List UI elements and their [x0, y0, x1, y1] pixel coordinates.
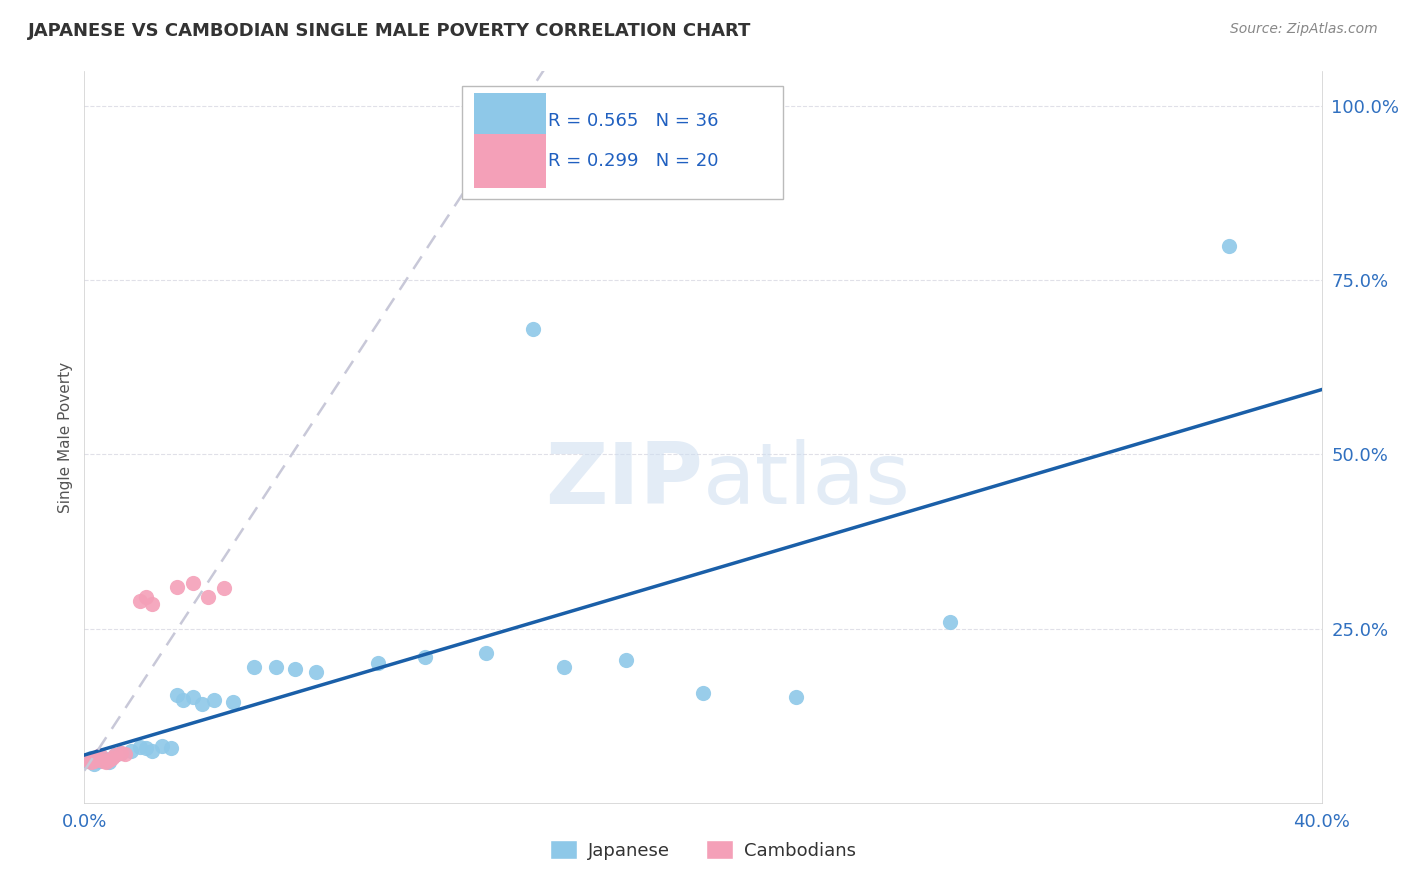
Point	[129, 594, 152, 608]
Point	[222, 695, 245, 709]
Point	[86, 754, 108, 768]
Point	[160, 741, 183, 756]
Point	[553, 660, 575, 674]
Point	[475, 646, 498, 660]
Point	[104, 748, 127, 763]
Point	[367, 657, 389, 671]
Y-axis label: Single Male Poverty: Single Male Poverty	[58, 361, 73, 513]
Point	[1218, 238, 1240, 252]
Point	[110, 746, 132, 760]
Point	[939, 615, 962, 629]
Point	[120, 743, 142, 757]
Point	[305, 665, 328, 679]
Point	[141, 743, 163, 757]
Point	[98, 753, 121, 767]
Point	[181, 576, 204, 591]
Text: R = 0.565   N = 36: R = 0.565 N = 36	[548, 112, 718, 129]
Text: JAPANESE VS CAMBODIAN SINGLE MALE POVERTY CORRELATION CHART: JAPANESE VS CAMBODIAN SINGLE MALE POVERT…	[28, 22, 751, 40]
Point	[98, 756, 121, 770]
Point	[76, 753, 98, 767]
Point	[522, 322, 544, 336]
Point	[191, 697, 214, 711]
Point	[91, 750, 114, 764]
Legend: Japanese, Cambodians: Japanese, Cambodians	[543, 833, 863, 867]
Point	[83, 757, 105, 772]
Point	[135, 741, 157, 756]
Point	[413, 649, 436, 664]
Point	[83, 754, 105, 768]
Point	[76, 754, 98, 768]
Point	[79, 756, 101, 770]
Text: R = 0.299   N = 20: R = 0.299 N = 20	[548, 152, 718, 170]
FancyBboxPatch shape	[474, 134, 546, 188]
Point	[181, 690, 204, 704]
Point	[101, 750, 124, 764]
Point	[129, 740, 152, 755]
Point	[475, 169, 498, 183]
Point	[264, 660, 287, 674]
Point	[197, 591, 219, 605]
Point	[141, 597, 163, 611]
Text: ZIP: ZIP	[546, 440, 703, 523]
Point	[172, 692, 194, 706]
Point	[785, 690, 807, 704]
Point	[114, 747, 136, 761]
Point	[692, 686, 714, 700]
Point	[91, 754, 114, 768]
Point	[89, 754, 111, 768]
Point	[614, 653, 637, 667]
Point	[79, 750, 101, 764]
Point	[89, 748, 111, 763]
Point	[104, 748, 127, 763]
FancyBboxPatch shape	[461, 86, 783, 200]
Point	[166, 688, 188, 702]
Point	[212, 581, 235, 595]
Point	[150, 739, 173, 753]
Point	[110, 746, 132, 760]
Point	[202, 692, 225, 706]
Text: atlas: atlas	[703, 440, 911, 523]
Point	[166, 580, 188, 594]
Text: Source: ZipAtlas.com: Source: ZipAtlas.com	[1230, 22, 1378, 37]
Point	[243, 660, 266, 674]
Point	[94, 756, 117, 770]
Point	[284, 662, 307, 676]
Point	[135, 591, 157, 605]
FancyBboxPatch shape	[474, 94, 546, 148]
Point	[94, 753, 117, 767]
Point	[86, 750, 108, 764]
